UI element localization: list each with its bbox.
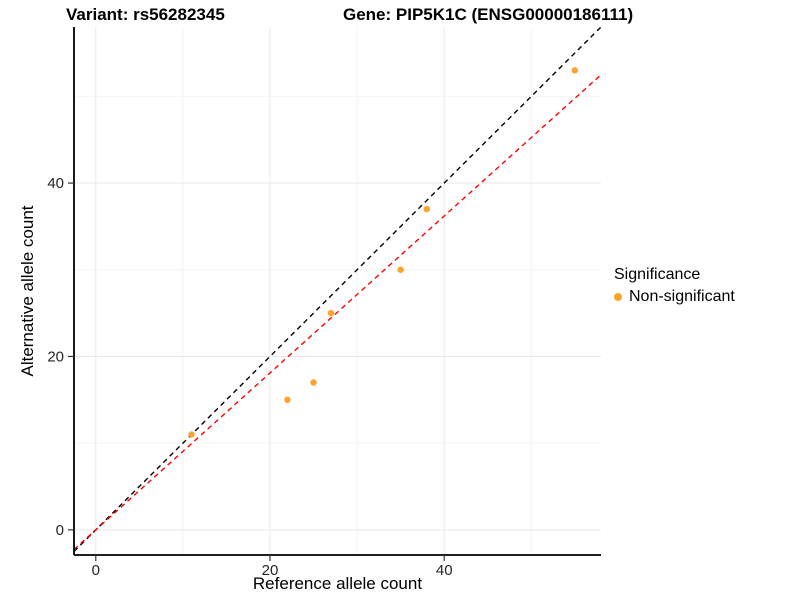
legend-entry-label: Non-significant	[629, 288, 735, 305]
plot-title-gene: Gene: PIP5K1C (ENSG00000186111)	[343, 5, 634, 24]
y-tick-label: 40	[47, 175, 64, 192]
identity-line	[74, 27, 601, 553]
y-axis-title: Alternative allele count	[18, 205, 37, 377]
data-point	[397, 266, 404, 273]
x-tick-label: 0	[92, 562, 100, 579]
data-point	[310, 379, 317, 386]
plot-title-variant: Variant: rs56282345	[66, 5, 225, 24]
data-point	[423, 205, 430, 213]
legend-marker-circle-icon	[614, 293, 622, 301]
y-tick-label: 0	[56, 522, 64, 539]
data-point	[571, 67, 579, 74]
legend-title: Significance	[614, 266, 701, 283]
data-point	[327, 309, 335, 317]
x-tick-label: 20	[262, 562, 279, 579]
legend: Significance Non-significant	[614, 266, 735, 306]
data-point	[284, 396, 291, 404]
fit-line	[74, 74, 601, 550]
data-point	[188, 431, 195, 438]
y-tick-label: 20	[47, 348, 64, 365]
x-axis-title: Reference allele count	[252, 574, 423, 593]
legend-entry: Non-significant	[614, 288, 735, 306]
x-tick-label: 40	[436, 562, 453, 579]
